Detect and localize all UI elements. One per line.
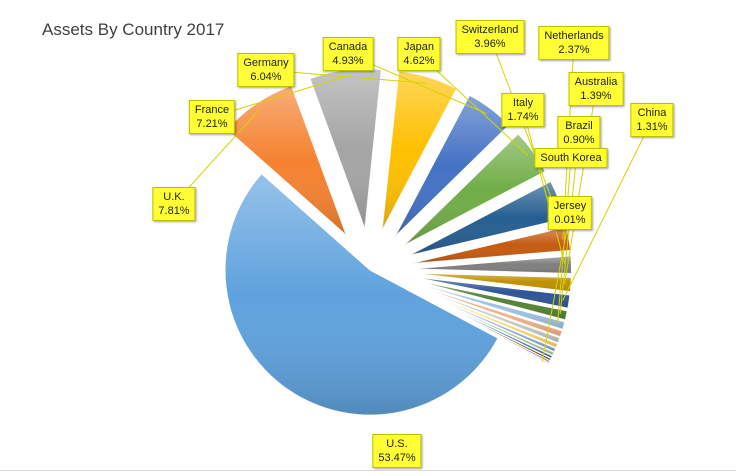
data-label-south-korea: South Korea [534, 148, 608, 168]
data-label-switzerland: Switzerland 3.96% [455, 20, 525, 54]
pie-slice-shading [395, 95, 510, 237]
pie-slice-shading [411, 255, 572, 274]
data-label-japan: Japan 4.62% [397, 37, 441, 71]
baseline [0, 470, 736, 471]
data-label-value: 7.21% [196, 118, 228, 130]
data-label-category: U.K. [163, 191, 185, 203]
data-label-category: Japan [404, 41, 434, 53]
pie-slice-shading [382, 71, 457, 230]
data-label-category: Italy [512, 97, 534, 109]
data-label-value: 53.47% [378, 452, 416, 464]
pie-slice-shading [411, 226, 571, 264]
leader-line [562, 119, 653, 301]
data-label-category: Germany [243, 57, 289, 69]
data-label-netherlands: Netherlands 2.37% [538, 26, 610, 60]
pie-slice-shading [407, 288, 553, 359]
leader-line [541, 212, 571, 362]
data-label-value: 4.62% [403, 55, 435, 67]
data-label-canada: Canada 4.93% [322, 37, 374, 71]
data-label-category: U.S. [386, 438, 408, 450]
data-label-category: Australia [574, 76, 618, 88]
data-label-value: 1.39% [580, 90, 612, 102]
data-label-value: 2.37% [558, 44, 590, 56]
pie-slice-shading [408, 286, 556, 352]
data-label-germany: Germany 6.04% [237, 53, 295, 87]
data-label-france: France 7.21% [188, 100, 236, 134]
data-label-brazil: Brazil 0.90% [557, 116, 601, 150]
data-label-value: 4.93% [332, 55, 364, 67]
data-label-u-k-: U.K. 7.81% [152, 187, 196, 221]
data-label-china: China 1.31% [630, 103, 674, 137]
pie-slice-shading [227, 85, 347, 236]
chart-title: Assets By Country 2017 [42, 20, 225, 39]
data-label-italy: Italy 1.74% [501, 93, 545, 127]
leader-line [557, 157, 572, 324]
data-label-category: Netherlands [544, 30, 604, 42]
pie-slice-shading [411, 273, 572, 292]
pie-slice-shading [403, 133, 546, 246]
data-label-category: France [194, 104, 230, 116]
data-label-value: 1.31% [636, 121, 668, 133]
pie-slice-shading [407, 289, 548, 365]
leader-line [522, 109, 566, 265]
pie-slice-shading [224, 173, 499, 415]
pie-slice-shading [410, 279, 568, 320]
pie-slice-shading [309, 68, 382, 229]
pie-slice-shading [410, 281, 565, 330]
pie-slice-shading [409, 284, 560, 343]
pie-slice-shading [409, 283, 563, 337]
data-label-value: 0.01% [554, 214, 586, 226]
data-label-category: China [637, 107, 667, 119]
data-label-value: 7.81% [158, 205, 190, 217]
data-label-value: 0.90% [563, 134, 595, 146]
data-label-category: Jersey [553, 200, 587, 212]
pie-slice-shading [409, 181, 565, 256]
pie-slice-shading [408, 287, 554, 356]
pie-slice-shading [411, 276, 570, 309]
data-label-value: 1.74% [507, 111, 539, 123]
data-label-value: 6.04% [250, 71, 282, 83]
pie-slice-shading [407, 288, 551, 361]
data-label-category: Switzerland [461, 24, 519, 36]
data-label-jersey: Jersey 0.01% [547, 196, 593, 230]
data-label-value: 3.96% [474, 38, 506, 50]
data-label-u-s-: U.S. 53.47% [372, 434, 422, 468]
data-label-category: Brazil [565, 120, 593, 132]
data-label-australia: Australia 1.39% [568, 72, 624, 106]
data-label-category: South Korea [540, 152, 602, 164]
pie-slice-shading [408, 285, 558, 348]
data-label-category: Canada [328, 41, 368, 53]
